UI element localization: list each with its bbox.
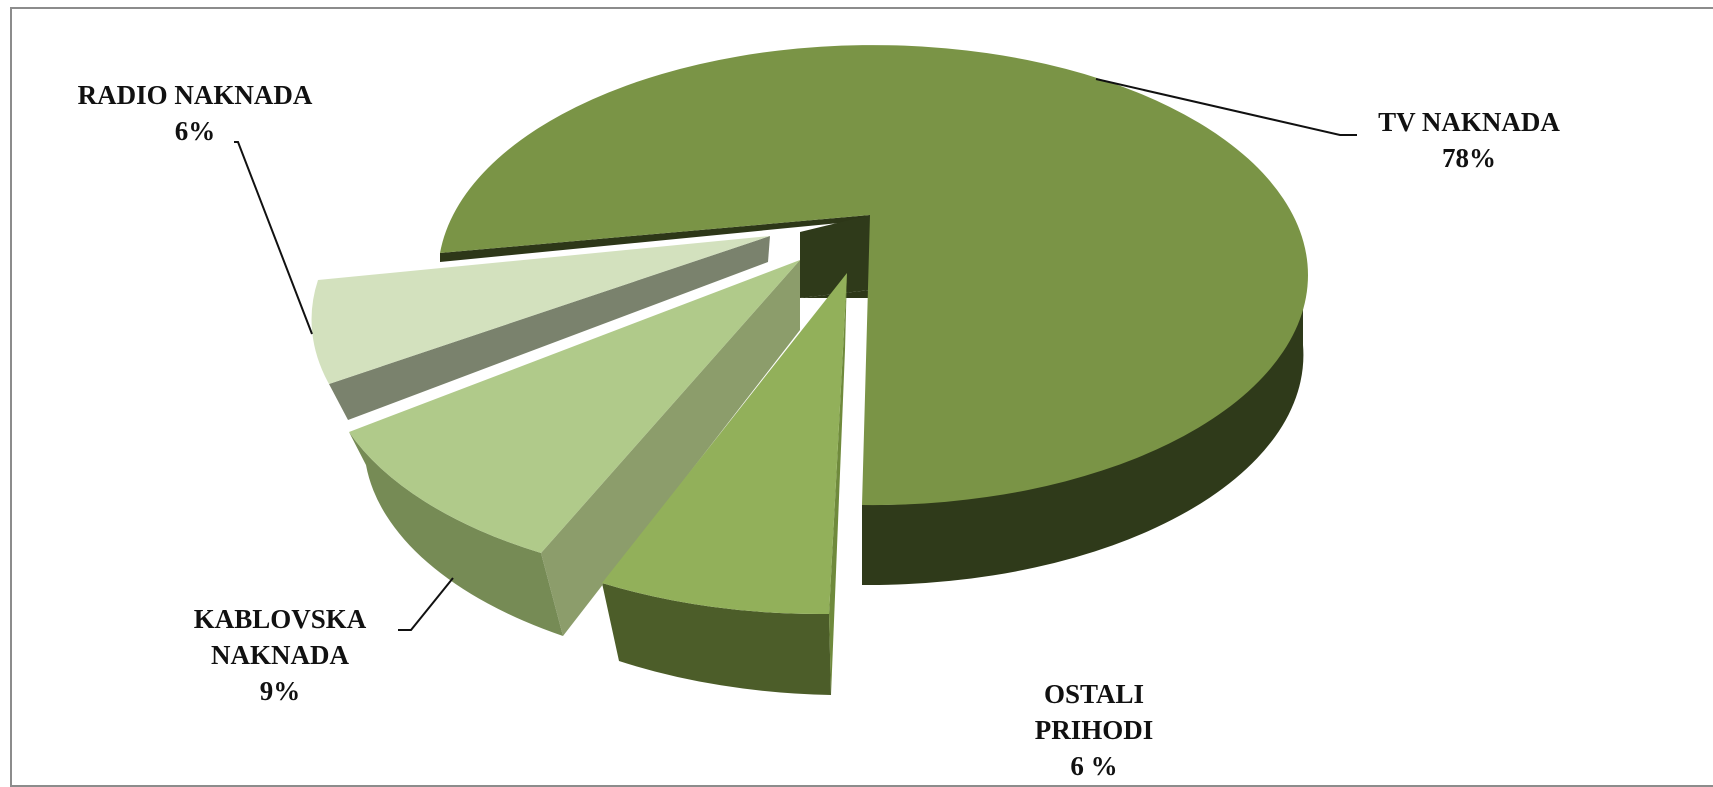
- label-kablovska-naknada-line1: KABLOVSKA: [194, 604, 367, 634]
- label-tv-naknada: TV NAKNADA: [1378, 107, 1560, 137]
- label-ostali-prihodi-line1: OSTALI: [1044, 679, 1144, 709]
- slice-back-wall-tv-naknada: [800, 215, 870, 298]
- label-radio-naknada: RADIO NAKNADA: [78, 80, 313, 110]
- leader-line-radio-naknada: [234, 142, 312, 334]
- value-radio-naknada: 6%: [175, 116, 216, 146]
- label-kablovska-naknada-line2: NAKNADA: [211, 640, 349, 670]
- value-ostali-prihodi: 6 %: [1070, 751, 1117, 781]
- value-tv-naknada: 78%: [1442, 143, 1496, 173]
- label-ostali-prihodi-line2: PRIHODI: [1035, 715, 1154, 745]
- leader-line-kablovska-naknada: [398, 578, 453, 630]
- value-kablovska-naknada: 9%: [260, 676, 301, 706]
